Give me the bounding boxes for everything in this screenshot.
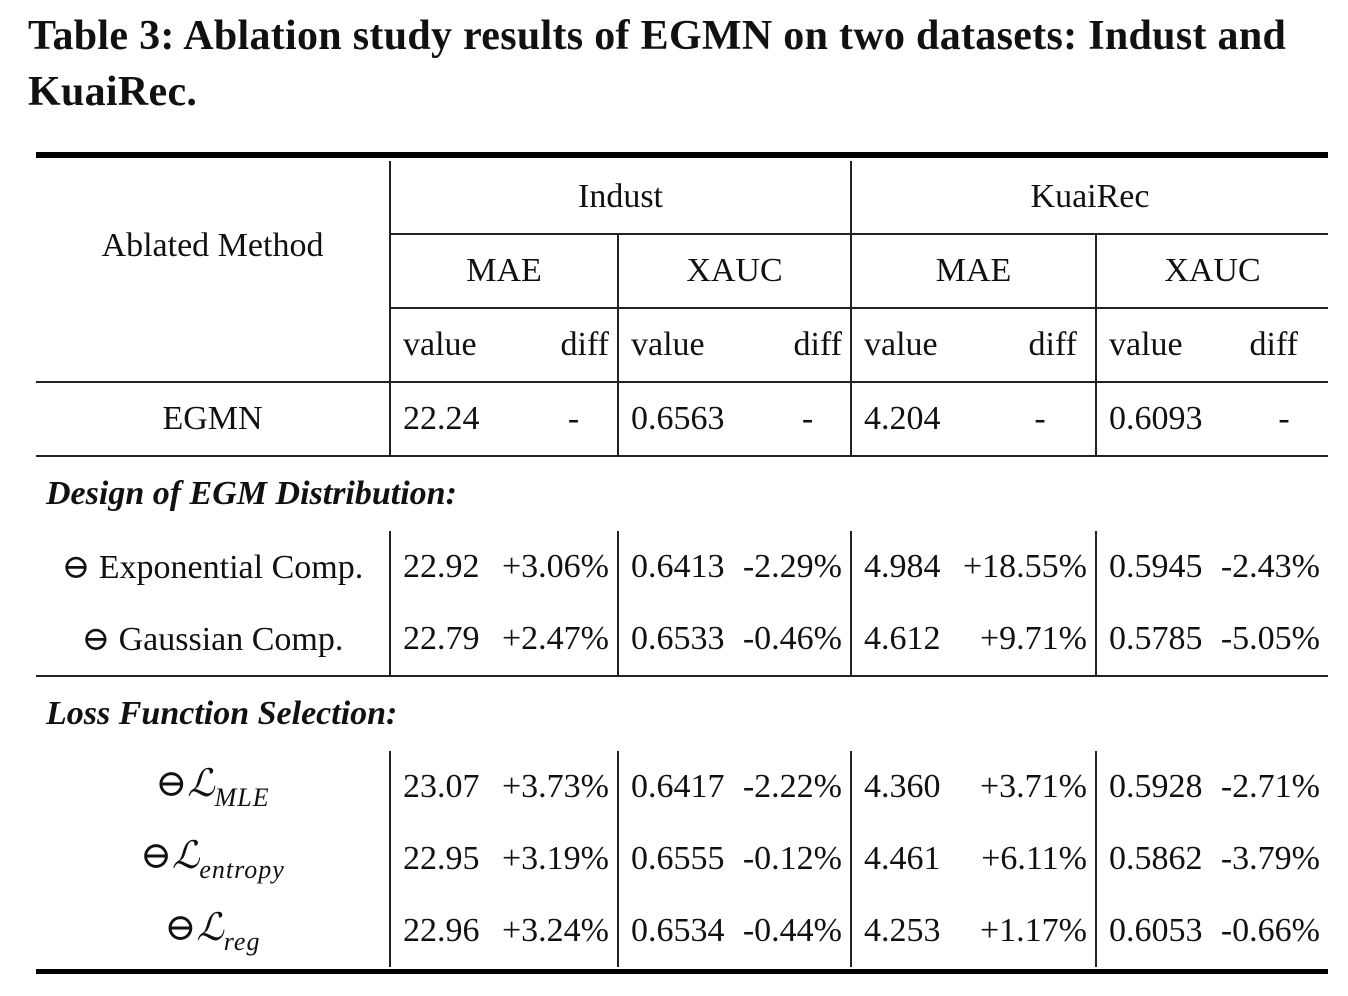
value-cell: 0.6533 <box>617 603 735 677</box>
header-metric: XAUC <box>1094 234 1329 309</box>
value-cell: 4.204 <box>850 382 955 457</box>
diff-cell: -5.05% <box>1210 603 1329 677</box>
header-row-sub: value diff value diff value diff value d… <box>36 308 1329 383</box>
value-cell: 4.984 <box>850 531 955 603</box>
diff-cell: +3.06% <box>502 548 609 585</box>
diff-cell: -2.22% <box>742 768 842 805</box>
method-symbol: ⊖ℒ <box>140 835 200 877</box>
header-row-metrics: MAE XAUC MAE XAUC <box>36 234 1329 309</box>
value-cell: 22.24 <box>389 382 500 457</box>
value-cell: 0.6563 <box>617 382 735 457</box>
diff-cell: +2.47% <box>500 603 618 677</box>
value-cell: 22.79 <box>389 603 500 677</box>
value-cell: 23.07 <box>389 751 500 823</box>
value-cell: 0.6413 <box>617 531 735 603</box>
header-sub: diff <box>735 308 851 383</box>
diff-cell: +3.73% <box>502 768 609 805</box>
table-row: ⊖ Gaussian Comp. 22.79 +2.47% 0.6533 -0.46% 4… <box>36 603 1329 677</box>
row-method: ⊖ℒMLE <box>36 751 390 823</box>
header-sub: value <box>850 308 955 383</box>
bottom-rule <box>36 969 1328 974</box>
value-cell: 0.6093 <box>1095 382 1210 457</box>
value-cell: 0.5928 <box>1095 751 1210 823</box>
diff-cell: +6.11% <box>981 840 1087 877</box>
diff-cell: -0.46% <box>735 603 851 677</box>
diff-cell: -0.12% <box>742 840 842 877</box>
header-dataset-indust: Indust <box>389 161 851 235</box>
value-cell: 4.360 <box>850 751 955 823</box>
diff-cell: +3.71% <box>980 768 1087 805</box>
diff-cell: -3.79% <box>1220 840 1321 877</box>
diff-cell: -0.44% <box>742 912 842 949</box>
diff-cell: +9.71% <box>955 603 1096 677</box>
diff-cell: -2.29% <box>742 548 842 585</box>
table-row: ⊖ℒMLE 23.07 +3.73% 0.6417 -2.22% 4.360 +3.71% 0… <box>36 751 1328 823</box>
section-title: Design of EGM Distribution: <box>46 475 457 512</box>
table-row: ⊖ℒentropy 22.95 +3.19% 0.6555 -0.12% 4.461 +6.… <box>36 823 1328 895</box>
table-row: ⊖ Exponential Comp. 22.92 +3.06% 0.6413 -2.2… <box>36 531 1328 603</box>
value-cell: 22.92 <box>389 531 500 603</box>
value-cell: 0.6053 <box>1095 895 1210 967</box>
section-title: Loss Function Selection: <box>46 695 398 732</box>
diff-cell: +18.55% <box>963 548 1087 585</box>
value-cell: 0.6534 <box>617 895 735 967</box>
value-cell: 4.253 <box>850 895 955 967</box>
header-sub: diff <box>1210 308 1329 383</box>
diff-cell: - <box>735 382 851 457</box>
header-dataset-kuairec: KuaiRec <box>849 161 1329 235</box>
value-cell: 0.6417 <box>617 751 735 823</box>
header-sub: diff <box>500 308 618 383</box>
row-method: ⊖ℒreg <box>36 895 390 967</box>
method-symbol: ⊖ℒ <box>155 763 215 805</box>
method-symbol: ⊖ℒ <box>164 907 224 949</box>
value-cell: 0.5862 <box>1095 823 1210 895</box>
diff-cell: -2.71% <box>1220 768 1321 805</box>
method-subscript: MLE <box>214 783 270 812</box>
header-metric: MAE <box>389 234 618 309</box>
diff-cell: - <box>500 382 618 457</box>
table-row: ⊖ℒreg 22.96 +3.24% 0.6534 -0.44% 4.253 +1.17% 0… <box>36 895 1328 967</box>
row-method: ⊖ Exponential Comp. <box>61 549 364 586</box>
table-caption: Table 3: Ablation study results of EGMN … <box>28 13 1287 115</box>
value-cell: 4.461 <box>850 823 955 895</box>
row-method: EGMN <box>36 382 390 457</box>
top-rule <box>36 152 1328 158</box>
value-cell: 4.612 <box>850 603 955 677</box>
header-metric: XAUC <box>617 234 851 309</box>
value-cell: 22.96 <box>389 895 500 967</box>
header-sub: value <box>1095 308 1210 383</box>
diff-cell: - <box>955 382 1096 457</box>
value-cell: 0.5945 <box>1095 531 1210 603</box>
diff-cell: - <box>1210 382 1329 457</box>
method-subscript: reg <box>223 927 261 956</box>
diff-cell: +3.19% <box>502 840 609 877</box>
header-ablated-method: Ablated Method <box>36 161 390 383</box>
header-sub: diff <box>955 308 1096 383</box>
value-cell: 0.6555 <box>617 823 735 895</box>
value-cell: 0.5785 <box>1095 603 1210 677</box>
header-sub: value <box>389 308 500 383</box>
table-row: EGMN 22.24-0.6563-4.204-0.6093- <box>36 382 1329 457</box>
diff-cell: -0.66% <box>1220 912 1321 949</box>
diff-cell: +3.24% <box>502 912 609 949</box>
method-subscript: entropy <box>199 855 285 884</box>
diff-cell: +1.17% <box>980 912 1087 949</box>
value-cell: 22.95 <box>389 823 500 895</box>
row-method: ⊖ℒentropy <box>36 823 390 895</box>
header-sub: value <box>617 308 735 383</box>
header-row-datasets: Ablated Method Indust KuaiRec <box>36 161 1329 383</box>
diff-cell: -2.43% <box>1220 548 1321 585</box>
section-header-row: Design of EGM Distribution: <box>36 456 1328 531</box>
header-metric: MAE <box>850 234 1096 309</box>
ablation-table: Ablated Method Indust KuaiRec MAE XAUC M… <box>36 161 1329 967</box>
row-method: ⊖ Gaussian Comp. <box>36 603 390 677</box>
section-header-row: Loss Function Selection: <box>36 676 1328 751</box>
